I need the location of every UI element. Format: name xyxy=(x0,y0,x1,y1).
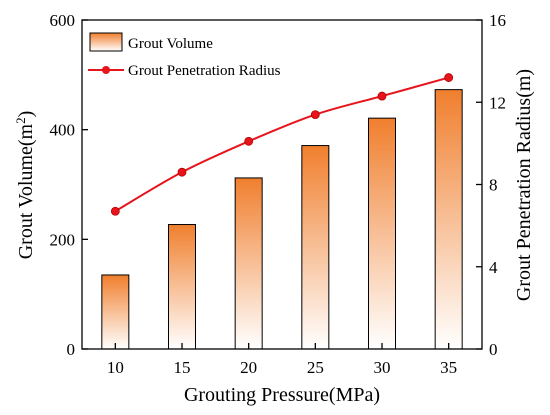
line-point xyxy=(377,91,387,101)
y-axis-left-title: Grout Volume(m2) xyxy=(13,111,37,260)
bar xyxy=(368,117,396,350)
legend-bar-label: Grout Volume xyxy=(128,36,213,52)
bar xyxy=(301,145,330,350)
line-point xyxy=(110,206,120,216)
bar xyxy=(168,224,196,350)
x-tick-label: 20 xyxy=(240,358,257,377)
y-right-tick-label: 16 xyxy=(489,11,506,30)
tick-labels: 10 15 20 25 30 35 0 200 400 600 0 4 8 12 16 xyxy=(50,11,507,377)
line-point xyxy=(177,167,187,177)
line-point xyxy=(244,136,254,146)
x-tick-label: 25 xyxy=(307,358,324,377)
x-axis-title: Grouting Pressure(MPa) xyxy=(184,384,380,406)
x-tick-label: 35 xyxy=(440,358,457,377)
line-point xyxy=(444,73,454,82)
y-right-tick-label: 4 xyxy=(489,258,498,277)
y-left-tick-label: 200 xyxy=(50,230,76,249)
legend-line-label: Grout Penetration Radius xyxy=(128,63,281,79)
y-left-tick-label: 400 xyxy=(50,121,76,140)
line-path xyxy=(114,76,449,213)
bar-series xyxy=(101,89,463,350)
legend: Grout Volume Grout Penetration Radius xyxy=(88,32,281,79)
y-left-tick-label: 0 xyxy=(67,340,76,359)
y-axis-right-title: Grout Penetration Radius(m) xyxy=(513,69,535,301)
y-left-tick-label: 600 xyxy=(50,11,76,30)
line-point xyxy=(310,110,320,119)
x-tick-label: 15 xyxy=(174,358,191,377)
line-series xyxy=(110,73,454,216)
x-tick-label: 10 xyxy=(107,358,124,377)
x-tick-label: 30 xyxy=(374,358,391,377)
bar xyxy=(434,89,463,350)
bar xyxy=(101,274,130,350)
y-right-tick-label: 0 xyxy=(489,340,498,359)
y-right-tick-label: 12 xyxy=(489,93,506,112)
y-right-tick-label: 8 xyxy=(489,176,498,195)
legend-bar-swatch xyxy=(89,32,123,52)
bar xyxy=(234,177,263,350)
axis-ticks xyxy=(82,19,482,350)
legend-line-marker xyxy=(102,66,110,74)
